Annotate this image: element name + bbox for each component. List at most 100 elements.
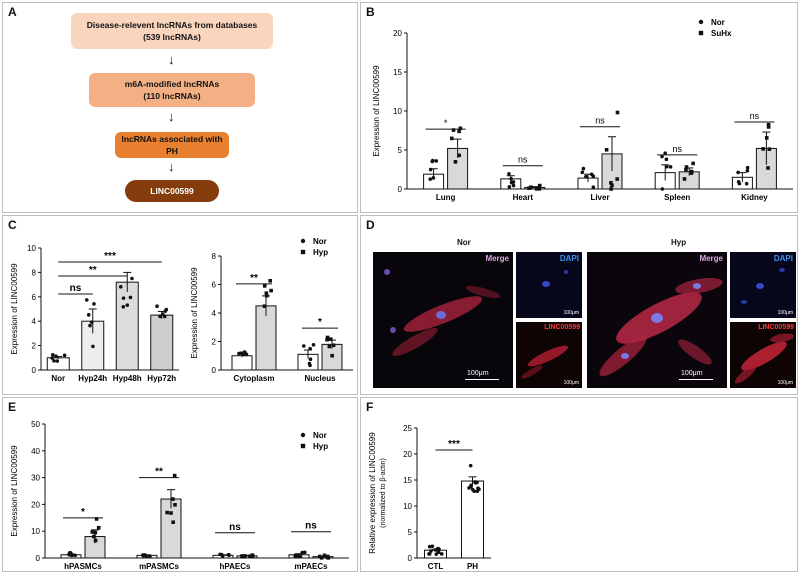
data-point <box>537 187 542 191</box>
title-nor: Nor <box>457 238 471 247</box>
data-point <box>92 534 96 539</box>
bar <box>115 281 139 371</box>
y-tick-label: 2 <box>32 342 37 351</box>
y-axis-label: Expression of LINC00599 <box>10 263 19 355</box>
chart-c-right: 0 2 4 6 8 Expression of LINC00599 Cytoplasm Nuc… <box>190 237 353 383</box>
data-point <box>684 165 689 169</box>
y-tick-label: 8 <box>32 268 37 277</box>
flow-box-m6a-line1: m6A-modified lncRNAs <box>124 79 220 89</box>
significance-label: ns <box>229 522 241 533</box>
y-tick-label: 50 <box>31 420 40 429</box>
data-point <box>322 553 327 558</box>
label-hyp-merge: Merge <box>699 254 723 263</box>
data-point <box>155 304 159 309</box>
data-point <box>615 110 620 115</box>
data-point <box>428 167 433 172</box>
data-point <box>458 126 463 131</box>
data-point <box>219 552 224 557</box>
flow-box-databases: Disease-relevent lncRNAs from databases … <box>71 13 273 49</box>
data-point <box>118 285 123 289</box>
data-point <box>165 510 169 515</box>
significance-label: * <box>318 317 322 328</box>
y-tick-label: 10 <box>27 244 36 253</box>
data-point <box>86 313 91 317</box>
data-point <box>121 304 126 309</box>
significance-label: * <box>81 507 85 518</box>
flow-box-ph-label: lncRNAs associated with PH <box>121 134 223 156</box>
data-point <box>451 128 456 132</box>
panel-label-a: A <box>8 5 17 19</box>
data-point <box>90 530 95 534</box>
data-point <box>766 166 770 170</box>
data-point <box>330 353 334 358</box>
data-point <box>450 136 454 141</box>
data-point <box>296 553 300 558</box>
data-point <box>436 550 441 555</box>
legend-label: SuHx <box>711 29 732 38</box>
data-point <box>92 302 96 306</box>
chart-e: 0 10 20 30 40 50 Expression of LINC00599 hPASMC… <box>10 420 349 571</box>
data-point <box>689 169 694 174</box>
scale-nor-linc: 100μm <box>563 380 579 386</box>
significance-label: ns <box>70 283 82 294</box>
data-point <box>430 158 435 163</box>
data-point <box>475 480 479 485</box>
x-tick-label: Cytoplasm <box>234 374 275 383</box>
cells-nor-merge <box>384 269 501 356</box>
legend-label: Hyp <box>313 248 328 257</box>
y-tick-label: 6 <box>32 293 37 302</box>
panel-label-c: C <box>8 218 17 232</box>
data-point <box>130 276 134 281</box>
scale-hyp-dapi: 100μm <box>777 310 793 316</box>
data-point <box>55 359 60 363</box>
data-point <box>144 554 149 559</box>
data-point <box>745 165 750 170</box>
data-point <box>580 170 585 175</box>
data-point <box>663 151 667 155</box>
data-point <box>428 177 433 181</box>
data-point <box>660 187 665 191</box>
panel-f: F 0 5 10 15 20 25 Relative expression of LINC0… <box>360 397 798 572</box>
data-point <box>93 538 98 543</box>
data-point <box>54 354 58 358</box>
flow-arrow-3: ↓ <box>168 159 175 174</box>
y-tick-label: 0 <box>212 366 217 375</box>
x-tick-label: Hyp72h <box>147 374 176 383</box>
x-tick-label: Kidney <box>741 193 768 202</box>
y-tick-label: 0 <box>36 554 41 563</box>
y-tick-label: 25 <box>403 424 412 433</box>
data-point <box>301 344 306 348</box>
data-point <box>766 125 771 129</box>
chart-b: 0 5 10 15 20 Expression of LINC00599 Lung Heart… <box>372 18 793 202</box>
scale-hyp-linc: 100μm <box>777 380 793 386</box>
flow-arrow-1: ↓ <box>168 52 175 67</box>
data-point <box>453 160 458 164</box>
legend-marker <box>300 432 306 438</box>
nuclei-nor <box>542 270 568 287</box>
significance-label: *** <box>104 251 116 262</box>
y-tick-label: 10 <box>31 527 40 536</box>
y-tick-label: 0 <box>398 185 403 194</box>
image-nor-linc: LINC00599 100μm <box>516 322 582 388</box>
x-tick-label: Nucleus <box>304 374 336 383</box>
panel-b: B 0 5 10 15 20 Expression of LINC00599 Lung Hea… <box>360 2 798 213</box>
significance-label: ns <box>595 116 605 126</box>
data-point <box>94 517 99 521</box>
data-point <box>158 314 162 319</box>
data-point <box>93 530 98 535</box>
flow-box-linc-label: LINC00599 <box>150 186 194 196</box>
data-point <box>467 486 471 490</box>
y-axis-label: Expression of LINC00599 <box>10 445 19 537</box>
data-point <box>468 463 473 468</box>
scalebar-hyp <box>679 378 713 380</box>
y-tick-label: 10 <box>393 107 402 116</box>
y-tick-label: 20 <box>393 29 402 38</box>
y-tick-label: 5 <box>408 528 413 537</box>
data-point <box>507 185 512 189</box>
data-point <box>327 344 332 349</box>
data-point <box>128 295 133 300</box>
data-point <box>609 181 613 185</box>
bar <box>461 480 484 559</box>
data-point <box>73 553 77 558</box>
flow-box-m6a-line2: (110 lncRNAs) <box>143 91 201 101</box>
